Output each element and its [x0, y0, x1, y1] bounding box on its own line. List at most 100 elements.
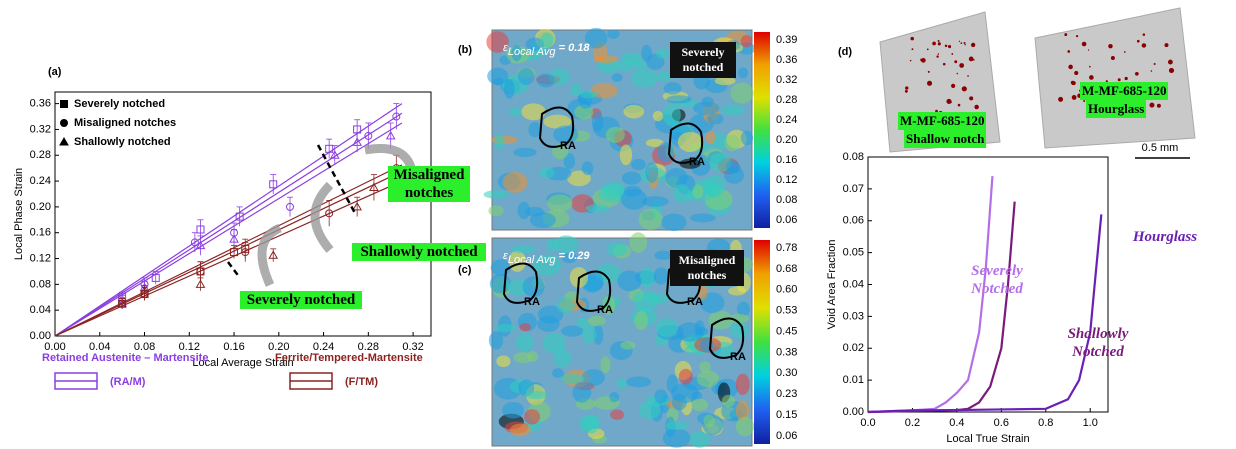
annotation: Severely notched	[240, 291, 362, 309]
strain-blob	[517, 201, 530, 220]
y-tick-label: 0.36	[30, 98, 51, 110]
strain-blob	[631, 68, 658, 89]
y-tick-label: 0.08	[843, 151, 864, 163]
annotation: Misaligned notches	[388, 166, 470, 202]
scale-bar-label: 0.5 mm	[1142, 142, 1179, 154]
strain-blob	[692, 184, 704, 199]
strain-blob	[585, 204, 610, 213]
marker-triangle	[139, 285, 150, 295]
void	[937, 53, 940, 55]
void	[1123, 51, 1126, 53]
region-label: RA	[560, 140, 576, 152]
strain-blob	[634, 311, 649, 331]
void	[1089, 75, 1094, 80]
marker-circle	[286, 202, 294, 211]
x-tick-label: 0.32	[402, 341, 423, 353]
x-tick-label: 0.4	[949, 417, 964, 429]
strain-blob	[662, 428, 691, 448]
arrow	[227, 261, 241, 279]
x-tick-label: 0.8	[1038, 417, 1053, 429]
strain-blob	[519, 323, 531, 332]
curved-arrow	[310, 181, 334, 253]
void	[1168, 67, 1175, 74]
void	[1142, 33, 1146, 36]
plot-frame	[54, 91, 432, 337]
strain-blob	[522, 276, 545, 298]
x-tick-label: 0.6	[994, 417, 1009, 429]
strain-blob	[513, 352, 533, 364]
strain-blob	[539, 167, 555, 179]
y-tick-label: 0.20	[30, 201, 51, 213]
strain-blob	[740, 35, 753, 48]
marker-triangle	[329, 150, 340, 159]
strain-blob	[581, 161, 594, 176]
x-tick-label: 0.28	[358, 341, 379, 353]
strain-blob	[626, 376, 652, 388]
strain-blob	[489, 273, 512, 294]
series-label: Severely Notched	[971, 263, 1023, 297]
strain-blob	[581, 369, 605, 386]
colorbar-label: 0.60	[776, 284, 797, 296]
series-line	[867, 201, 1016, 414]
strain-blob	[561, 252, 577, 264]
void	[963, 41, 966, 45]
void	[1167, 59, 1173, 65]
y-tick-label: 0.05	[843, 247, 864, 259]
strain-blob	[665, 421, 689, 431]
strain-blob	[584, 27, 608, 49]
void	[964, 44, 966, 46]
void	[1058, 96, 1064, 102]
colorbar-label: 0.30	[776, 367, 797, 379]
specimen-id: M-MF-685-120	[898, 112, 987, 130]
specimen	[1034, 7, 1196, 149]
void	[1068, 64, 1073, 70]
marker-triangle	[352, 201, 363, 211]
marker-circle	[392, 112, 401, 121]
strain-blob	[487, 67, 509, 85]
strain-blob	[735, 416, 755, 437]
strain-blob	[638, 401, 661, 419]
strain-blob	[582, 325, 597, 344]
strain-blob	[736, 301, 750, 317]
strain-blob	[705, 130, 716, 144]
region-label: RA	[524, 296, 540, 308]
strain-blob	[607, 29, 620, 39]
colorbar-label: 0.78	[776, 242, 797, 254]
y-tick-label: 0.01	[843, 374, 864, 386]
marker-square	[60, 100, 68, 108]
void	[1075, 35, 1079, 38]
colorbar-label: 0.16	[776, 154, 797, 166]
void	[926, 80, 933, 86]
strain-blob	[591, 111, 604, 132]
strain-blob	[602, 295, 616, 315]
specimen-label: Shallow notch	[904, 130, 987, 148]
strain-blob	[576, 317, 590, 329]
void	[1117, 78, 1121, 82]
strain-blob	[730, 82, 754, 104]
marker-triangle	[195, 240, 206, 250]
void	[956, 72, 959, 75]
y-tick-label: 0.06	[843, 215, 864, 227]
colorbar-label: 0.24	[776, 114, 797, 126]
strain-blob	[580, 90, 598, 99]
y-tick-label: 0.32	[30, 123, 51, 135]
y-tick-label: 0.24	[30, 175, 51, 187]
strain-blob	[483, 190, 510, 199]
strain-blob	[654, 250, 673, 261]
void	[1105, 80, 1108, 83]
strain-blob	[529, 212, 556, 228]
x-tick-label: 0.2	[905, 417, 920, 429]
y-tick-label: 0.12	[30, 252, 51, 264]
marker-triangle	[229, 234, 239, 243]
marker-circle	[364, 131, 373, 140]
strain-blob	[631, 158, 646, 170]
y-tick-label: 0.08	[30, 278, 51, 290]
legend-label: Ferrite/Tempered-Martensite	[275, 352, 423, 364]
fit-line	[54, 112, 403, 337]
x-tick-label: 0.00	[44, 341, 65, 353]
legend-label: Severely notched	[74, 98, 165, 110]
strain-value: = 0.18	[556, 42, 591, 54]
void	[946, 98, 952, 104]
strain-blob	[495, 324, 517, 333]
